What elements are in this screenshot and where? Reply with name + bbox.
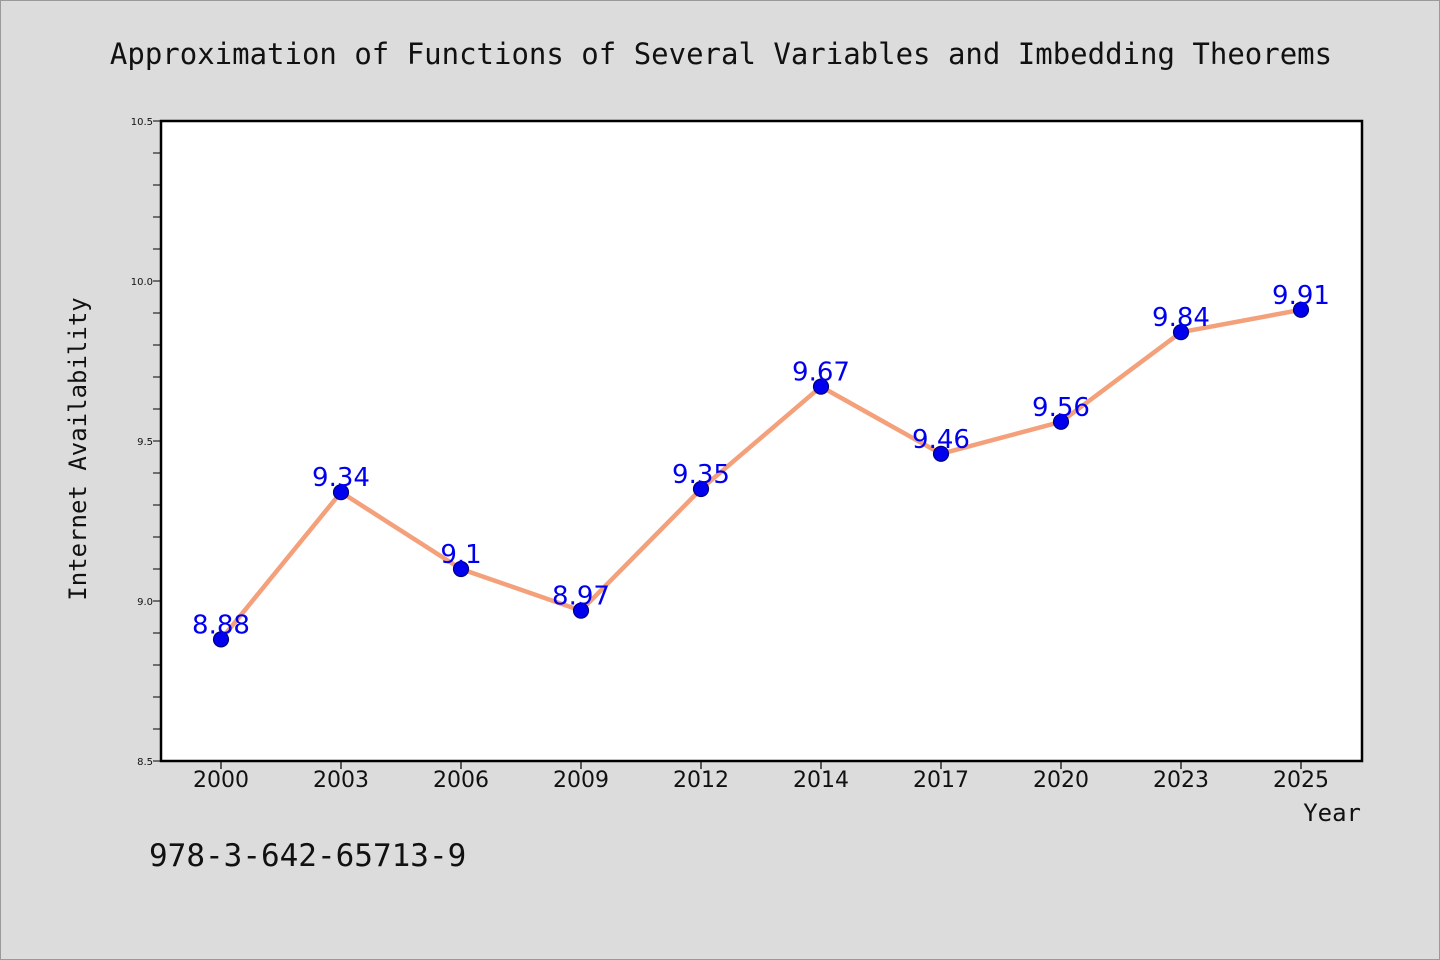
data-label: 9.46	[912, 425, 970, 455]
y-tick-label: 10.0	[131, 277, 153, 288]
data-point	[1052, 413, 1070, 430]
data-point	[212, 631, 230, 648]
data-point	[332, 484, 350, 501]
series-layer	[212, 301, 1310, 648]
data-point	[692, 480, 710, 498]
data-label: 8.88	[192, 610, 250, 640]
x-tick-label: 2023	[1153, 768, 1209, 793]
y-axis-label: Internet Availability	[64, 297, 92, 600]
data-label: 9.34	[312, 463, 370, 493]
chart-title: Approximation of Functions of Several Va…	[110, 37, 1332, 71]
data-label: 9.56	[1032, 393, 1090, 423]
y-tick-label: 9.0	[137, 597, 153, 608]
x-tick-label: 2025	[1273, 768, 1329, 793]
y-tick-label: 9.5	[137, 437, 153, 448]
x-tick-label: 2009	[553, 768, 609, 793]
data-point	[572, 602, 590, 619]
data-label: 9.67	[792, 358, 850, 388]
y-tick-label: 8.5	[137, 757, 153, 768]
y-tick-label: 10.5	[131, 117, 153, 128]
data-label: 9.1	[440, 540, 481, 570]
plot-frame	[159, 119, 1364, 763]
data-point	[1172, 324, 1190, 341]
x-tick-label: 2006	[433, 768, 489, 793]
x-tick-label: 2020	[1033, 768, 1089, 793]
plot-area	[161, 121, 1362, 761]
data-labels: 8.88 9.34 9.1 8.97 9.35 9.67 9.46 9.56 9.84 9.91	[192, 281, 1330, 641]
isbn-text: 978-3-642-65713-9	[149, 838, 466, 874]
data-label: 9.91	[1272, 281, 1330, 311]
data-point	[812, 378, 830, 395]
data-label: 9.35	[672, 460, 730, 490]
data-label: 9.84	[1152, 303, 1210, 333]
x-tick-label: 2000	[193, 768, 249, 793]
data-point	[452, 560, 470, 578]
series-line	[218, 307, 1304, 642]
x-tick-label: 2003	[313, 768, 369, 793]
x-tick-label: 2017	[913, 768, 969, 793]
x-tick-label: 2014	[793, 768, 849, 793]
data-point	[1292, 301, 1310, 318]
x-axis: 2000 2003 2006 2009 2012 2014 2017 2020 2023 2025	[193, 761, 1329, 793]
x-tick-label: 2012	[673, 768, 729, 793]
x-axis-label: Year	[1303, 799, 1361, 827]
data-label: 8.97	[552, 582, 610, 612]
data-point	[932, 445, 950, 462]
y-axis: 8.5 9.0 9.5 10.0 10.5	[131, 117, 161, 768]
